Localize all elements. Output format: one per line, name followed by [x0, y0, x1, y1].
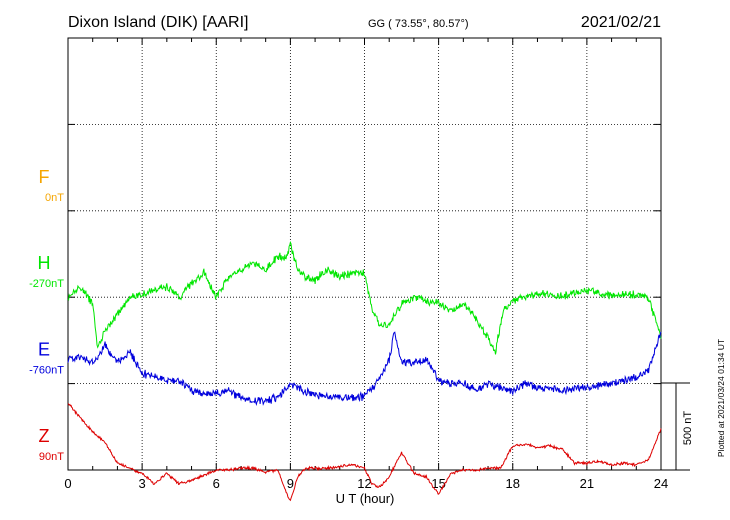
x-tick-label: 12: [357, 476, 371, 491]
series-label-h: H: [38, 253, 51, 273]
trace-z: [67, 403, 662, 502]
grid-lines: [68, 38, 661, 470]
x-tick-label: 9: [287, 476, 294, 491]
x-tick-labels: 0 3 6 9 12 15 18 21 24: [64, 476, 668, 491]
geographic-coords: GG ( 73.55°, 80.57°): [368, 18, 469, 30]
x-tick-label: 0: [64, 476, 71, 491]
scale-bar: 500 nT: [661, 382, 694, 471]
x-axis-label: U T (hour): [336, 491, 395, 506]
x-tick-label: 3: [139, 476, 146, 491]
series-offset-f: 0nT: [45, 192, 64, 204]
series-label-e: E: [38, 340, 50, 360]
series-label-f: F: [39, 167, 50, 187]
series-traces: [67, 240, 662, 502]
plotted-at-note: Plotted at 2021/03/24 01:34 UT: [716, 339, 726, 457]
trace-e: [67, 331, 662, 407]
series-label-z: Z: [39, 426, 50, 446]
station-title: Dixon Island (DIK) [AARI]: [68, 14, 249, 31]
series-offset-h: -270nT: [29, 278, 64, 290]
trace-h: [67, 240, 662, 355]
x-tick-label: 6: [213, 476, 220, 491]
series-offset-e: -760nT: [29, 365, 64, 377]
date-label: 2021/02/21: [581, 14, 661, 31]
x-tick-label: 15: [431, 476, 445, 491]
x-tick-label: 18: [506, 476, 520, 491]
scale-bar-label: 500 nT: [682, 411, 694, 446]
x-tick-label: 21: [580, 476, 594, 491]
series-offset-z: 90nT: [39, 451, 64, 463]
series-labels: F 0nT H -270nT E -760nT Z 90nT: [29, 167, 64, 463]
x-tick-label: 24: [654, 476, 668, 491]
